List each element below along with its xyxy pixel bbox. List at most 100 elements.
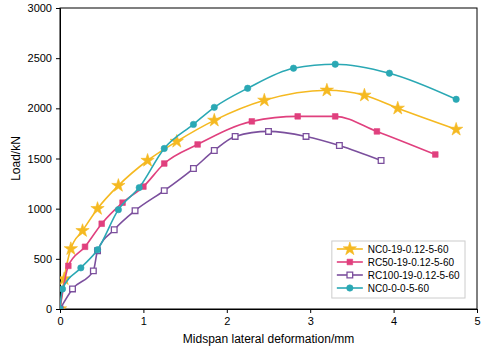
x-tick-label: 0 — [57, 315, 63, 327]
y-axis: 0 500 1000 1500 2000 2500 3000 — [28, 2, 61, 315]
x-tick: 2 — [224, 309, 230, 327]
legend-label: NC0-0-0-5-60 — [368, 283, 430, 294]
x-tick: 4 — [391, 309, 397, 327]
y-tick: 1000 — [28, 203, 60, 215]
data-point — [232, 134, 238, 140]
legend-item: NC0-19-0.12-5-60 — [337, 242, 449, 255]
data-point — [449, 122, 462, 135]
legend-label: NC0-19-0.12-5-60 — [368, 244, 449, 255]
data-point — [290, 65, 296, 71]
data-point — [111, 227, 117, 233]
y-tick: 500 — [34, 253, 60, 265]
data-point — [266, 129, 272, 135]
legend-item: RC100-19-0.12-5-60 — [337, 270, 460, 281]
data-point — [70, 286, 76, 292]
data-point — [82, 244, 88, 250]
data-point — [208, 113, 221, 126]
data-point — [60, 306, 63, 309]
legend-item: NC0-0-0-5-60 — [337, 283, 430, 294]
data-point — [386, 70, 392, 76]
data-point — [132, 208, 138, 214]
y-tick-mark — [56, 209, 60, 210]
y-tick: 2500 — [28, 52, 60, 64]
data-point — [136, 184, 142, 190]
x-tick-mark — [477, 309, 478, 313]
data-point — [303, 134, 309, 140]
data-point — [249, 119, 255, 125]
data-point — [78, 265, 84, 271]
y-tick-label: 1500 — [28, 153, 52, 165]
y-tick-mark — [56, 108, 60, 109]
legend-item: RC50-19-0.12-5-60 — [337, 257, 455, 268]
legend-marker — [343, 242, 356, 255]
y-tick-label: 2500 — [28, 52, 52, 64]
y-tick-mark — [56, 309, 60, 310]
data-point — [66, 263, 72, 269]
data-point — [115, 206, 121, 212]
legend-label: RC50-19-0.12-5-60 — [368, 257, 455, 268]
data-point — [141, 154, 154, 167]
y-tick: 1500 — [28, 153, 60, 165]
data-point — [337, 143, 343, 149]
data-point — [244, 85, 250, 91]
legend-marker — [347, 259, 353, 265]
x-tick-label: 2 — [224, 315, 230, 327]
x-tick-label: 4 — [391, 315, 397, 327]
data-point — [378, 158, 384, 164]
data-point — [211, 104, 217, 110]
y-tick-mark — [56, 159, 60, 160]
data-point — [391, 101, 404, 114]
y-tick: 3000 — [28, 2, 60, 14]
data-point — [60, 286, 66, 292]
x-tick: 5 — [474, 309, 480, 327]
y-tick-label: 2000 — [28, 102, 52, 114]
x-tick: 0 — [57, 309, 63, 327]
x-tick: 1 — [141, 309, 147, 327]
x-tick-mark — [394, 309, 395, 313]
data-point — [112, 179, 125, 192]
x-axis-title: Midspan lateral deformation/mm — [183, 332, 354, 346]
data-point — [91, 202, 104, 215]
data-point — [91, 268, 97, 274]
x-tick-mark — [143, 309, 144, 313]
y-tick: 0 — [46, 303, 60, 315]
y-tick-label: 1000 — [28, 203, 52, 215]
data-point — [161, 161, 167, 167]
plot: 0 1 2 3 4 5 0 500 1000 1500 2000 2500 3000 Midspan la… — [9, 2, 481, 346]
y-tick-mark — [56, 8, 60, 9]
plot-frame — [60, 8, 477, 309]
y-tick-mark — [56, 259, 60, 260]
y-axis-title: Load/kN — [9, 136, 23, 181]
x-tick-label: 5 — [474, 315, 480, 327]
y-axis-line — [56, 9, 61, 310]
data-point — [374, 129, 380, 135]
data-point — [320, 83, 333, 96]
data-point — [190, 121, 196, 127]
marks — [60, 61, 463, 309]
y-tick-label: 0 — [46, 303, 52, 315]
legend-marker — [347, 272, 353, 278]
y-tick: 2000 — [28, 102, 60, 114]
data-point — [195, 142, 201, 148]
data-point — [453, 96, 459, 102]
x-tick-mark — [310, 309, 311, 313]
data-point — [295, 114, 301, 120]
data-point — [161, 145, 167, 151]
y-tick-mark — [56, 58, 60, 59]
data-point — [358, 88, 371, 101]
data-point — [60, 306, 63, 309]
x-axis: 0 1 2 3 4 5 — [57, 309, 480, 327]
legend-marker — [347, 285, 353, 291]
x-tick-mark — [227, 309, 228, 313]
data-point — [94, 247, 100, 253]
data-point — [332, 114, 338, 120]
y-tick-label: 3000 — [28, 2, 52, 14]
chart: 0 1 2 3 4 5 0 500 1000 1500 2000 2500 3000 Midspan la… — [0, 0, 489, 349]
data-point — [64, 242, 77, 255]
data-point — [432, 152, 438, 158]
y-tick-label: 500 — [34, 253, 52, 265]
x-tick-label: 3 — [308, 315, 314, 327]
data-point — [99, 221, 105, 227]
data-point — [332, 61, 338, 67]
x-tick-label: 1 — [141, 315, 147, 327]
